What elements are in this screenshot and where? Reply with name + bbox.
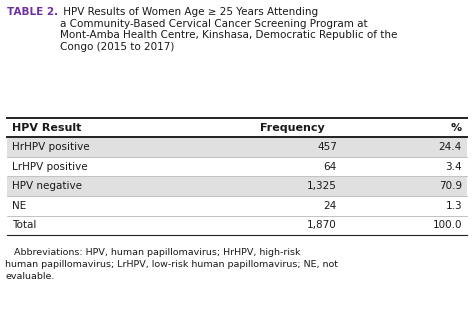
Bar — [7, 215, 467, 235]
Text: NE: NE — [12, 201, 26, 211]
Text: Abbreviations: HPV, human papillomavirus; HrHPV, high-risk
human papillomavirus;: Abbreviations: HPV, human papillomavirus… — [5, 248, 338, 281]
Text: 1.3: 1.3 — [446, 201, 462, 211]
Text: 64: 64 — [324, 162, 337, 172]
Text: Total: Total — [12, 220, 36, 230]
Bar — [7, 157, 467, 176]
Text: 457: 457 — [317, 142, 337, 152]
Text: Frequency: Frequency — [260, 123, 324, 133]
Text: 3.4: 3.4 — [446, 162, 462, 172]
Bar — [7, 176, 467, 196]
Text: 24.4: 24.4 — [439, 142, 462, 152]
Text: HrHPV positive: HrHPV positive — [12, 142, 90, 152]
Text: 1,325: 1,325 — [307, 181, 337, 191]
Text: TABLE 2.: TABLE 2. — [7, 7, 58, 17]
Text: 1,870: 1,870 — [307, 220, 337, 230]
Text: 24: 24 — [324, 201, 337, 211]
Text: HPV Results of Women Age ≥ 25 Years Attending
a Community-Based Cervical Cancer : HPV Results of Women Age ≥ 25 Years Atte… — [60, 7, 397, 52]
Text: 100.0: 100.0 — [432, 220, 462, 230]
Text: HPV negative: HPV negative — [12, 181, 82, 191]
Bar — [7, 196, 467, 215]
Text: %: % — [451, 123, 462, 133]
Bar — [7, 118, 467, 138]
Bar — [7, 138, 467, 157]
Text: HPV Result: HPV Result — [12, 123, 82, 133]
Text: 70.9: 70.9 — [439, 181, 462, 191]
Text: LrHPV positive: LrHPV positive — [12, 162, 88, 172]
